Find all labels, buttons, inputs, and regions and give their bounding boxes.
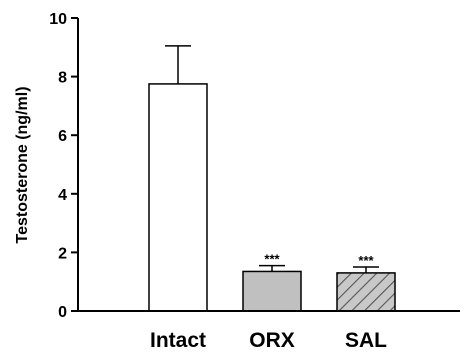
category-label-orx: ORX (249, 329, 295, 352)
y-tick-label: 4 (58, 187, 67, 204)
y-tick-label: 2 (58, 245, 67, 262)
category-labels: Intact ORX SAL (150, 329, 387, 352)
error-bar-orx (259, 264, 285, 272)
y-tick-label: 0 (58, 304, 67, 321)
bars (148, 83, 396, 312)
significance-orx: *** (264, 252, 280, 267)
significance-sal: *** (358, 253, 374, 268)
y-tick-label: 6 (58, 128, 67, 145)
y-axis-title: Testosterone (ng/ml) (14, 86, 31, 243)
category-label-intact: Intact (150, 329, 206, 352)
error-bars (165, 45, 379, 273)
y-tick-label: 8 (58, 70, 67, 87)
category-label-sal: SAL (345, 329, 387, 352)
significance-markers: *** *** (264, 252, 374, 268)
error-bar-sal (353, 266, 379, 273)
y-axis-ticks: 0 2 4 6 8 10 (49, 11, 78, 321)
error-bar-intact (165, 45, 191, 84)
bar-orx (242, 270, 302, 312)
bar-intact (148, 83, 208, 312)
y-tick-label: 10 (49, 11, 67, 28)
bar-sal (336, 272, 396, 312)
